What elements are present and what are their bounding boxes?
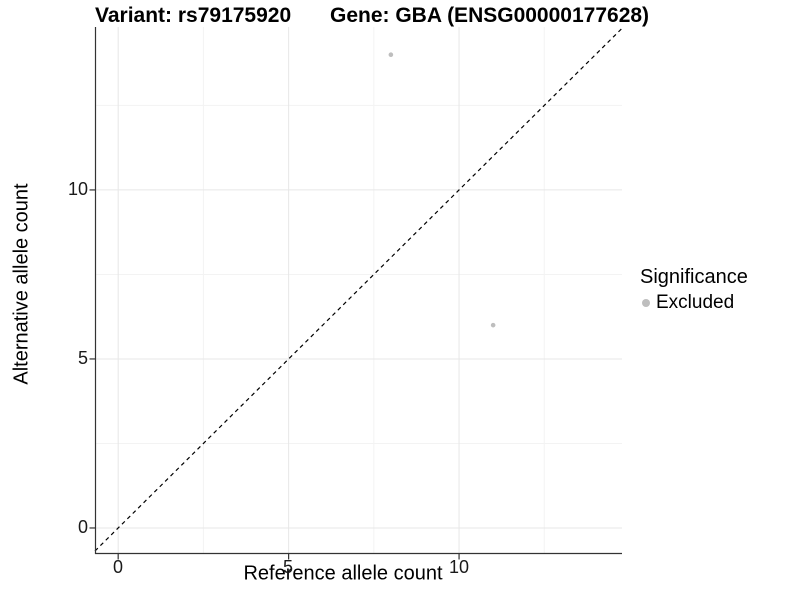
x-tick-label-5: 5 [282,557,294,577]
plot-title-gene: Gene: GBA (ENSG00000177628) [330,4,650,27]
x-tick-label-10: 10 [448,557,470,577]
plot-panel [89,27,623,560]
legend: Significance Excluded [640,265,748,315]
plot-title-variant: Variant: rs79175920 [95,4,292,27]
legend-point-icon [642,299,650,308]
y-tick-label-10: 10 [67,179,88,200]
legend-item-excluded: Excluded [640,292,748,315]
y-axis-title: Alternative allele count [10,183,33,385]
identity-line [94,27,623,552]
data-point [490,322,496,328]
y-tick-label-0: 0 [77,517,88,538]
y-tick-label-5: 5 [77,348,88,369]
data-point [388,52,394,58]
x-tick-label-0: 0 [112,557,124,577]
legend-item-label: Excluded [656,292,735,313]
legend-title: Significance [640,266,748,288]
x-axis-title: Reference allele count [243,562,443,585]
